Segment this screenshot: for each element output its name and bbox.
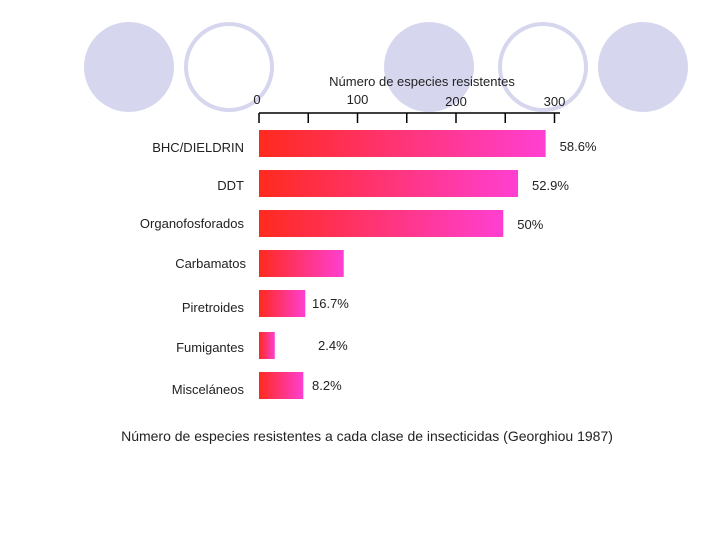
- chart-caption: Número de especies resistentes a cada cl…: [121, 428, 613, 444]
- category-label: Misceláneos: [172, 382, 245, 397]
- bar: [259, 372, 304, 399]
- bar: [259, 250, 344, 277]
- category-label: BHC/DIELDRIN: [152, 140, 244, 155]
- x-tick-label: 300: [544, 94, 566, 109]
- category-label: Carbamatos: [175, 256, 246, 271]
- decor-circle-1: [84, 22, 174, 112]
- bar: [259, 130, 546, 157]
- category-label: DDT: [217, 178, 244, 193]
- x-tick-label: 0: [253, 92, 260, 107]
- category-label: Fumigantes: [176, 340, 244, 355]
- category-label: Piretroides: [182, 300, 245, 315]
- chart-title: Número de especies resistentes: [329, 74, 515, 89]
- data-label: 58.6%: [560, 139, 597, 154]
- decor-circle-5: [598, 22, 688, 112]
- data-label: 8.2%: [312, 378, 342, 393]
- data-label: 50%: [517, 217, 543, 232]
- data-label: 2.4%: [318, 338, 348, 353]
- bar: [259, 210, 504, 237]
- data-label: 16.7%: [312, 296, 349, 311]
- x-tick-label: 100: [347, 92, 369, 107]
- data-label: 52.9%: [532, 178, 569, 193]
- decor-circle-4: [498, 22, 588, 112]
- bar: [259, 332, 275, 359]
- decor-circle-2: [184, 22, 274, 112]
- x-tick-label: 200: [445, 94, 467, 109]
- bar: [259, 290, 306, 317]
- decor-circle-3: [384, 22, 474, 112]
- category-label: Organofosforados: [140, 216, 245, 231]
- bar: [259, 170, 519, 197]
